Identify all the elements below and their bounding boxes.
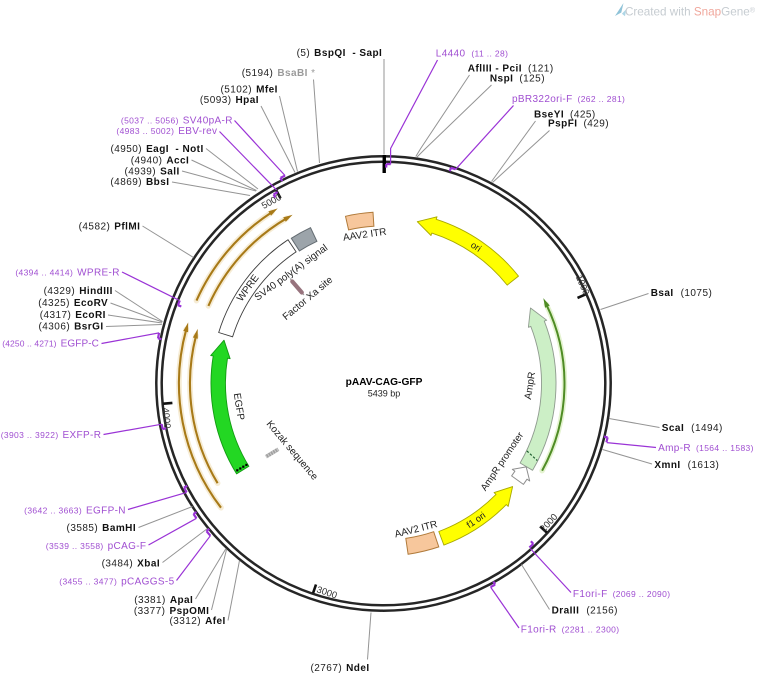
svg-text:(4250 .. 4271)EGFP-C: (4250 .. 4271) EGFP-C xyxy=(2,339,99,350)
svg-text:EGFP: EGFP xyxy=(231,392,246,421)
svg-text:(5037 .. 5056)SV40pA-R: (5037 .. 5056) SV40pA-R xyxy=(121,115,233,126)
svg-text:(5102)MfeI: (5102) MfeI xyxy=(220,85,277,96)
svg-text:5439 bp: 5439 bp xyxy=(368,389,401,399)
svg-text:L4440(11 .. 28): L4440 (11 .. 28) xyxy=(436,49,508,60)
svg-text:(3381)ApaI: (3381) ApaI xyxy=(134,595,193,606)
svg-text:F1ori-R(2281 .. 2300): F1ori-R (2281 .. 2300) xyxy=(521,624,620,635)
svg-text:AflIII - PciI(121): AflIII - PciI (121) xyxy=(468,63,554,74)
svg-text:(3642 .. 3663)EGFP-N: (3642 .. 3663) EGFP-N xyxy=(24,505,126,516)
svg-text:(4394 .. 4414)WPRE-R: (4394 .. 4414) WPRE-R xyxy=(15,267,119,278)
svg-text:DraIII(2156): DraIII (2156) xyxy=(552,605,618,616)
svg-text:(3377)PspOMI: (3377) PspOMI xyxy=(134,606,210,617)
svg-text:(5)BspQI - SapI: (5) BspQI - SapI xyxy=(297,48,383,59)
svg-text:(3455 .. 3477)pCAGGS-5: (3455 .. 3477) pCAGGS-5 xyxy=(59,576,174,587)
svg-text:(3484)XbaI: (3484) XbaI xyxy=(102,558,161,569)
svg-text:(2767)NdeI: (2767) NdeI xyxy=(311,663,370,674)
svg-text:(3903 .. 3922)EXFP-R: (3903 .. 3922) EXFP-R xyxy=(1,430,102,441)
svg-text:BseYI(425): BseYI (425) xyxy=(534,109,596,120)
svg-text:(4950)EagI - NotI: (4950) EagI - NotI xyxy=(110,144,203,155)
svg-text:F1ori-F(2069 .. 2090): F1ori-F (2069 .. 2090) xyxy=(573,589,671,600)
svg-text:(4325)EcoRV: (4325) EcoRV xyxy=(38,298,108,309)
svg-text:(3312)AfeI: (3312) AfeI xyxy=(169,616,225,627)
svg-text:(5194)BsaBI *: (5194) BsaBI * xyxy=(242,68,316,79)
svg-text:pAAV-CAG-GFP: pAAV-CAG-GFP xyxy=(346,377,423,388)
svg-text:(4329)HindIII: (4329) HindIII xyxy=(44,286,113,297)
svg-text:4000: 4000 xyxy=(161,407,174,429)
svg-text:(3585)BamHI: (3585) BamHI xyxy=(67,523,137,534)
svg-text:ori: ori xyxy=(469,240,483,254)
svg-text:XmnI(1613): XmnI (1613) xyxy=(654,460,719,471)
svg-text:(4983 .. 5002)EBV-rev: (4983 .. 5002) EBV-rev xyxy=(116,126,217,137)
svg-text:Created with SnapGene®: Created with SnapGene® xyxy=(625,5,756,18)
svg-text:(4306)BsrGI: (4306) BsrGI xyxy=(39,322,104,333)
svg-text:ScaI(1494): ScaI (1494) xyxy=(662,423,723,434)
svg-text:BsaI(1075): BsaI (1075) xyxy=(651,288,713,299)
svg-text:(4940)AccI: (4940) AccI xyxy=(131,155,190,166)
svg-text:Amp-R(1564 .. 1583): Amp-R (1564 .. 1583) xyxy=(658,443,754,454)
svg-text:(5093)HpaI: (5093) HpaI xyxy=(200,95,259,106)
svg-text:(4582)PflMI: (4582) PflMI xyxy=(79,221,141,232)
svg-text:PspFI(429): PspFI (429) xyxy=(548,119,609,130)
svg-text:(4869)BbsI: (4869) BbsI xyxy=(110,177,169,188)
svg-text:NspI(125): NspI (125) xyxy=(490,73,545,84)
svg-text:(3539 .. 3558)pCAG-F: (3539 .. 3558) pCAG-F xyxy=(46,541,147,552)
svg-text:pBR322ori-F(262 .. 281): pBR322ori-F (262 .. 281) xyxy=(512,94,625,105)
svg-text:(4317)EcoRI: (4317) EcoRI xyxy=(40,310,106,321)
svg-text:(4939)SalI: (4939) SalI xyxy=(124,167,179,178)
svg-text:AmpR: AmpR xyxy=(523,371,538,400)
